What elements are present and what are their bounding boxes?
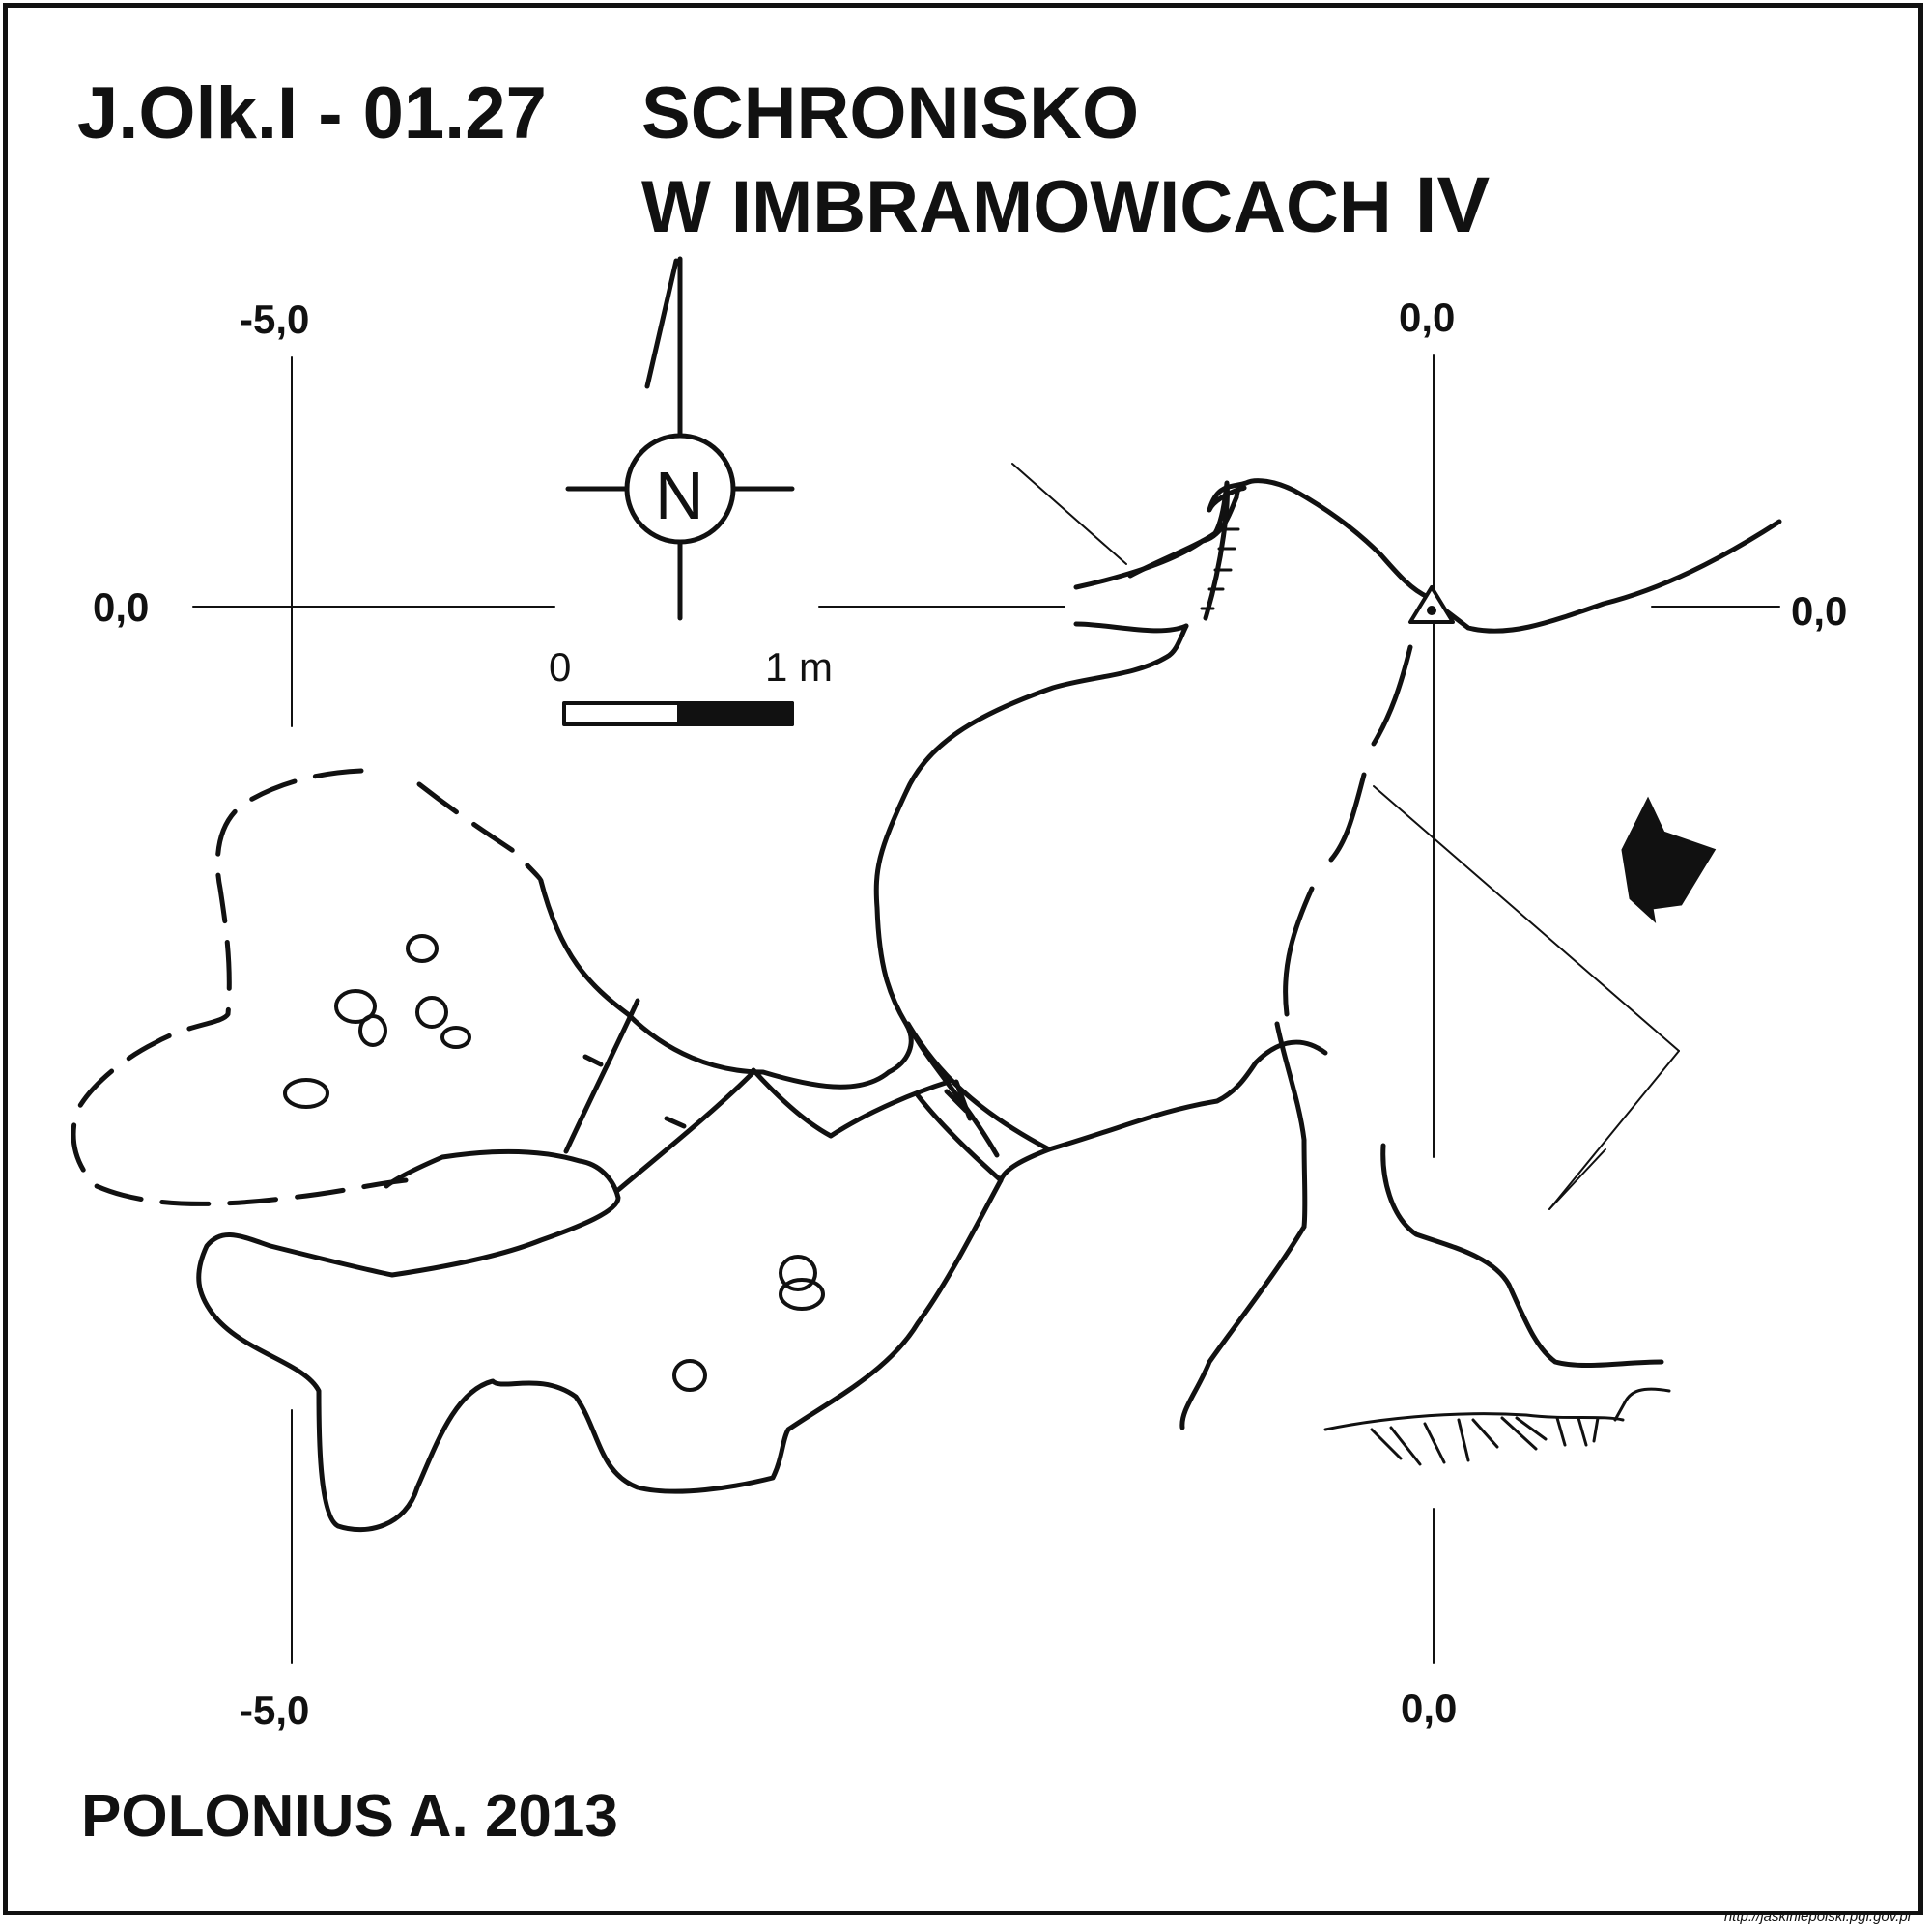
grid-label-top-right: 0,0 xyxy=(1399,295,1456,340)
north-label: N xyxy=(655,458,704,533)
cave-code: J.Olk.I - 01.27 xyxy=(77,72,547,155)
entrance-arrow-icon xyxy=(1621,796,1717,924)
scale-start-label: 0 xyxy=(549,644,572,690)
section-lines xyxy=(1011,463,1680,1210)
source-link[interactable]: http://jaskiniepolski.pgi.gov.pl xyxy=(1723,1909,1911,1925)
grid-label-left: 0,0 xyxy=(93,584,150,630)
slope-hatching xyxy=(1323,1387,1671,1466)
cave-name-line1: SCHRONISKO xyxy=(641,72,1140,155)
boulders xyxy=(283,934,825,1392)
grid-label-right: 0,0 xyxy=(1791,588,1848,634)
scale-end-label: 1 m xyxy=(765,644,834,690)
cave-name-suffix: IV xyxy=(1414,161,1491,249)
grid-label-top-left: -5,0 xyxy=(240,297,310,342)
grid-label-bottom-right: 0,0 xyxy=(1401,1685,1458,1731)
scale-bar xyxy=(562,701,794,726)
north-arrow-icon xyxy=(565,256,795,621)
map-frame xyxy=(3,3,1923,1915)
survey-point-icon xyxy=(1408,585,1455,624)
grid-lines xyxy=(192,354,1780,1664)
cave-walls xyxy=(196,478,1782,1533)
author-credit: POLONIUS A. 2013 xyxy=(81,1783,618,1850)
presumed-wall-outline xyxy=(71,768,544,1206)
cave-name-main: W IMBRAMOWICACH xyxy=(641,166,1392,248)
cave-name-line2: W IMBRAMOWICACH IV xyxy=(641,166,1490,245)
grid-label-bottom-left: -5,0 xyxy=(240,1687,310,1733)
ledge-ticks xyxy=(1200,527,1240,610)
